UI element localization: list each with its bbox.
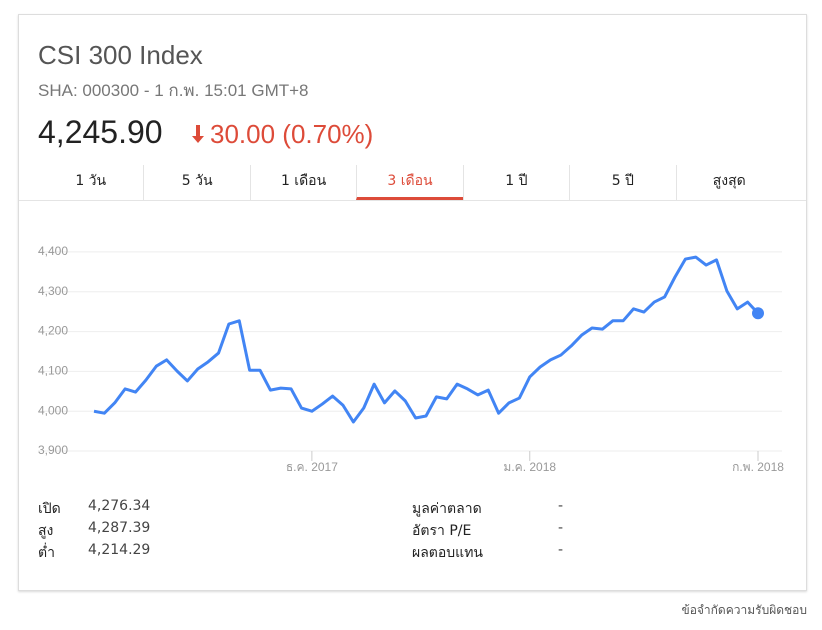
tab[interactable]: 5 วัน: [143, 165, 249, 200]
chart: 3,900 4,000 4,100 4,200 4,300 4,400 ธ.ค. 2017 ม…: [38, 244, 784, 474]
stat-label: ผลตอบแทน: [412, 545, 483, 561]
stat-value: -: [558, 520, 564, 536]
stat-value: 4,287.39: [88, 520, 151, 536]
y-tick-label: 4,300: [38, 284, 68, 298]
y-tick-label: 4,000: [38, 403, 68, 417]
tab[interactable]: 3 เดือน: [356, 165, 463, 200]
subtitle: SHA: 000300 - 1 ก.พ. 15:01 GMT+8: [38, 81, 309, 100]
stat-label: อัตรา P/E: [412, 523, 472, 539]
stat-value: 4,276.34: [88, 498, 151, 514]
x-tick-label: ก.พ. 2018: [732, 460, 784, 474]
card: [18, 14, 807, 591]
down-arrow: [192, 125, 204, 143]
stat-value: -: [558, 542, 564, 558]
divider: [19, 200, 806, 201]
title: CSI 300 Index: [38, 40, 203, 70]
change: 30.00 (0.70%): [210, 119, 374, 149]
stat-value: -: [558, 498, 564, 514]
tab[interactable]: 1 ปี: [462, 165, 569, 200]
price-line: [93, 255, 760, 424]
stat-label: ต่ำ: [38, 545, 55, 561]
y-tick-label: 4,400: [38, 244, 68, 258]
disclaimer-link[interactable]: ข้อจำกัดความรับผิดชอบ: [681, 603, 807, 617]
x-tick-label: ม.ค. 2018: [503, 460, 556, 474]
stat-label: สูง: [38, 523, 54, 539]
y-tick-label: 4,200: [38, 324, 68, 338]
stat-value: 4,214.29: [88, 542, 151, 558]
tab[interactable]: 5 ปี: [569, 165, 675, 200]
last-point: [752, 307, 764, 320]
y-tick-label: 4,100: [38, 364, 68, 378]
price: 4,245.90: [38, 114, 163, 150]
stat-label: เปิด: [38, 501, 61, 517]
tabs: 1 วัน 5 วัน 1 เดือน 3 เดือน 1 ปี 5 ปี สูงสุด: [38, 165, 782, 200]
y-tick-label: 3,900: [38, 443, 68, 457]
tab[interactable]: สูงสุด: [675, 165, 782, 200]
x-tick-label: ธ.ค. 2017: [286, 460, 338, 474]
tab[interactable]: 1 เดือน: [249, 165, 356, 200]
stat-label: มูลค่าตลาด: [412, 501, 482, 517]
tab[interactable]: 1 วัน: [75, 173, 107, 189]
